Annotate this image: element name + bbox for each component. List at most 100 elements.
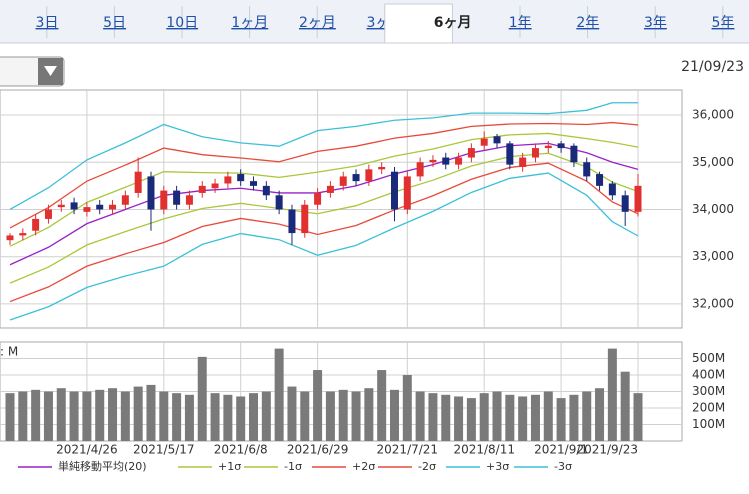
volume-bar xyxy=(530,394,540,441)
x-tick-label: 2021/5/17 xyxy=(133,443,195,457)
tab[interactable]: 3年 xyxy=(644,15,667,31)
candle-body xyxy=(583,162,591,177)
candle-body xyxy=(442,157,450,165)
volume-bar xyxy=(18,391,28,441)
candle-body xyxy=(480,138,488,146)
volume-bar xyxy=(518,396,528,441)
x-tick-label: 2021/6/8 xyxy=(214,443,268,457)
volume-bar xyxy=(223,394,233,441)
candle-body xyxy=(301,204,309,234)
candle-body xyxy=(455,157,463,165)
candle-body xyxy=(44,209,52,219)
band-line xyxy=(9,162,639,303)
volume-bar xyxy=(454,396,464,441)
volume-bar xyxy=(492,391,502,441)
volume-tick-label: 500M xyxy=(692,351,725,365)
candle-body xyxy=(121,195,129,205)
band-line xyxy=(9,132,639,247)
tab[interactable]: 10日 xyxy=(166,15,198,31)
tab[interactable]: 1ヶ月 xyxy=(231,15,268,31)
candle-body xyxy=(19,233,27,236)
candle-body xyxy=(634,185,642,212)
volume-bar xyxy=(69,391,79,441)
tab-bar xyxy=(0,0,749,43)
candle-body xyxy=(185,195,193,205)
volume-bar xyxy=(338,389,348,441)
volume-bar xyxy=(428,393,438,441)
volume-bar xyxy=(249,393,259,441)
candle-body xyxy=(531,148,539,158)
candle-body xyxy=(544,145,552,149)
volume-bar xyxy=(389,389,399,441)
volume-bar xyxy=(607,348,617,441)
volume-bar xyxy=(5,393,15,441)
volume-bar xyxy=(120,391,130,441)
candle-body xyxy=(224,176,232,184)
tab[interactable]: 6ヶ月 xyxy=(434,15,472,31)
tab[interactable]: 2ヶ月 xyxy=(299,15,336,31)
volume-bar xyxy=(505,394,515,441)
candle-body xyxy=(147,176,155,210)
candle-body xyxy=(57,204,65,208)
volume-bar xyxy=(146,384,156,441)
volume-bar xyxy=(43,391,53,441)
candle-body xyxy=(416,162,424,177)
candle-body xyxy=(134,171,142,193)
volume-tick-label: 100M xyxy=(692,417,725,431)
candle-body xyxy=(96,204,104,210)
legend-label: +3σ xyxy=(486,460,509,473)
tab[interactable]: 1年 xyxy=(509,15,532,31)
volume-bar xyxy=(159,391,169,441)
candle-body xyxy=(173,190,181,205)
volume-tick-label: 300M xyxy=(692,384,725,398)
candle-body xyxy=(109,204,117,210)
candle-body xyxy=(262,185,270,196)
volume-bar xyxy=(633,393,643,441)
candle-body xyxy=(621,195,629,212)
volume-label: : M xyxy=(0,345,18,359)
volume-bar xyxy=(479,393,489,441)
x-tick-label: 2021/6/29 xyxy=(287,443,349,457)
x-tick-label: 2021/4/26 xyxy=(56,443,118,457)
legend-label: -3σ xyxy=(554,460,572,473)
candle-body xyxy=(519,157,527,167)
volume-bar xyxy=(274,348,284,441)
candle-body xyxy=(506,143,514,165)
y-tick-label: 33,000 xyxy=(692,249,734,263)
volume-bar xyxy=(582,391,592,441)
candle-body xyxy=(70,202,78,210)
volume-bar xyxy=(197,356,207,441)
band-line xyxy=(9,121,639,229)
volume-bar xyxy=(82,391,92,441)
volume-bar xyxy=(172,393,182,441)
tab[interactable]: 5日 xyxy=(103,15,126,31)
y-tick-label: 32,000 xyxy=(692,296,734,310)
band-line xyxy=(9,152,639,284)
volume-bar xyxy=(543,391,553,441)
tab[interactable]: 3日 xyxy=(36,15,59,31)
candle-body xyxy=(160,190,168,210)
candle-body xyxy=(211,183,219,189)
date: 21/09/23 xyxy=(681,59,744,75)
volume-bar xyxy=(325,391,335,441)
volume-bar xyxy=(415,391,425,441)
y-tick-label: 36,000 xyxy=(692,108,734,122)
volume-bar xyxy=(569,394,579,441)
volume-bar xyxy=(402,375,412,441)
candle-body xyxy=(596,174,604,186)
candle-body xyxy=(83,207,91,212)
tab[interactable]: 2年 xyxy=(576,15,599,31)
volume-bar xyxy=(133,386,143,441)
candle-body xyxy=(429,159,437,163)
tab[interactable]: 5年 xyxy=(712,15,735,31)
candle-body xyxy=(6,235,14,241)
volume-bar xyxy=(351,391,361,441)
dropdown-arrow xyxy=(44,66,57,76)
volume-bar xyxy=(620,371,630,441)
legend-label: -2σ xyxy=(418,460,436,473)
volume-bar xyxy=(108,388,118,441)
y-tick-label: 34,000 xyxy=(692,202,734,216)
candle-body xyxy=(378,166,386,170)
candle-body xyxy=(467,148,475,158)
x-tick-label: 2021/7/21 xyxy=(377,443,439,457)
